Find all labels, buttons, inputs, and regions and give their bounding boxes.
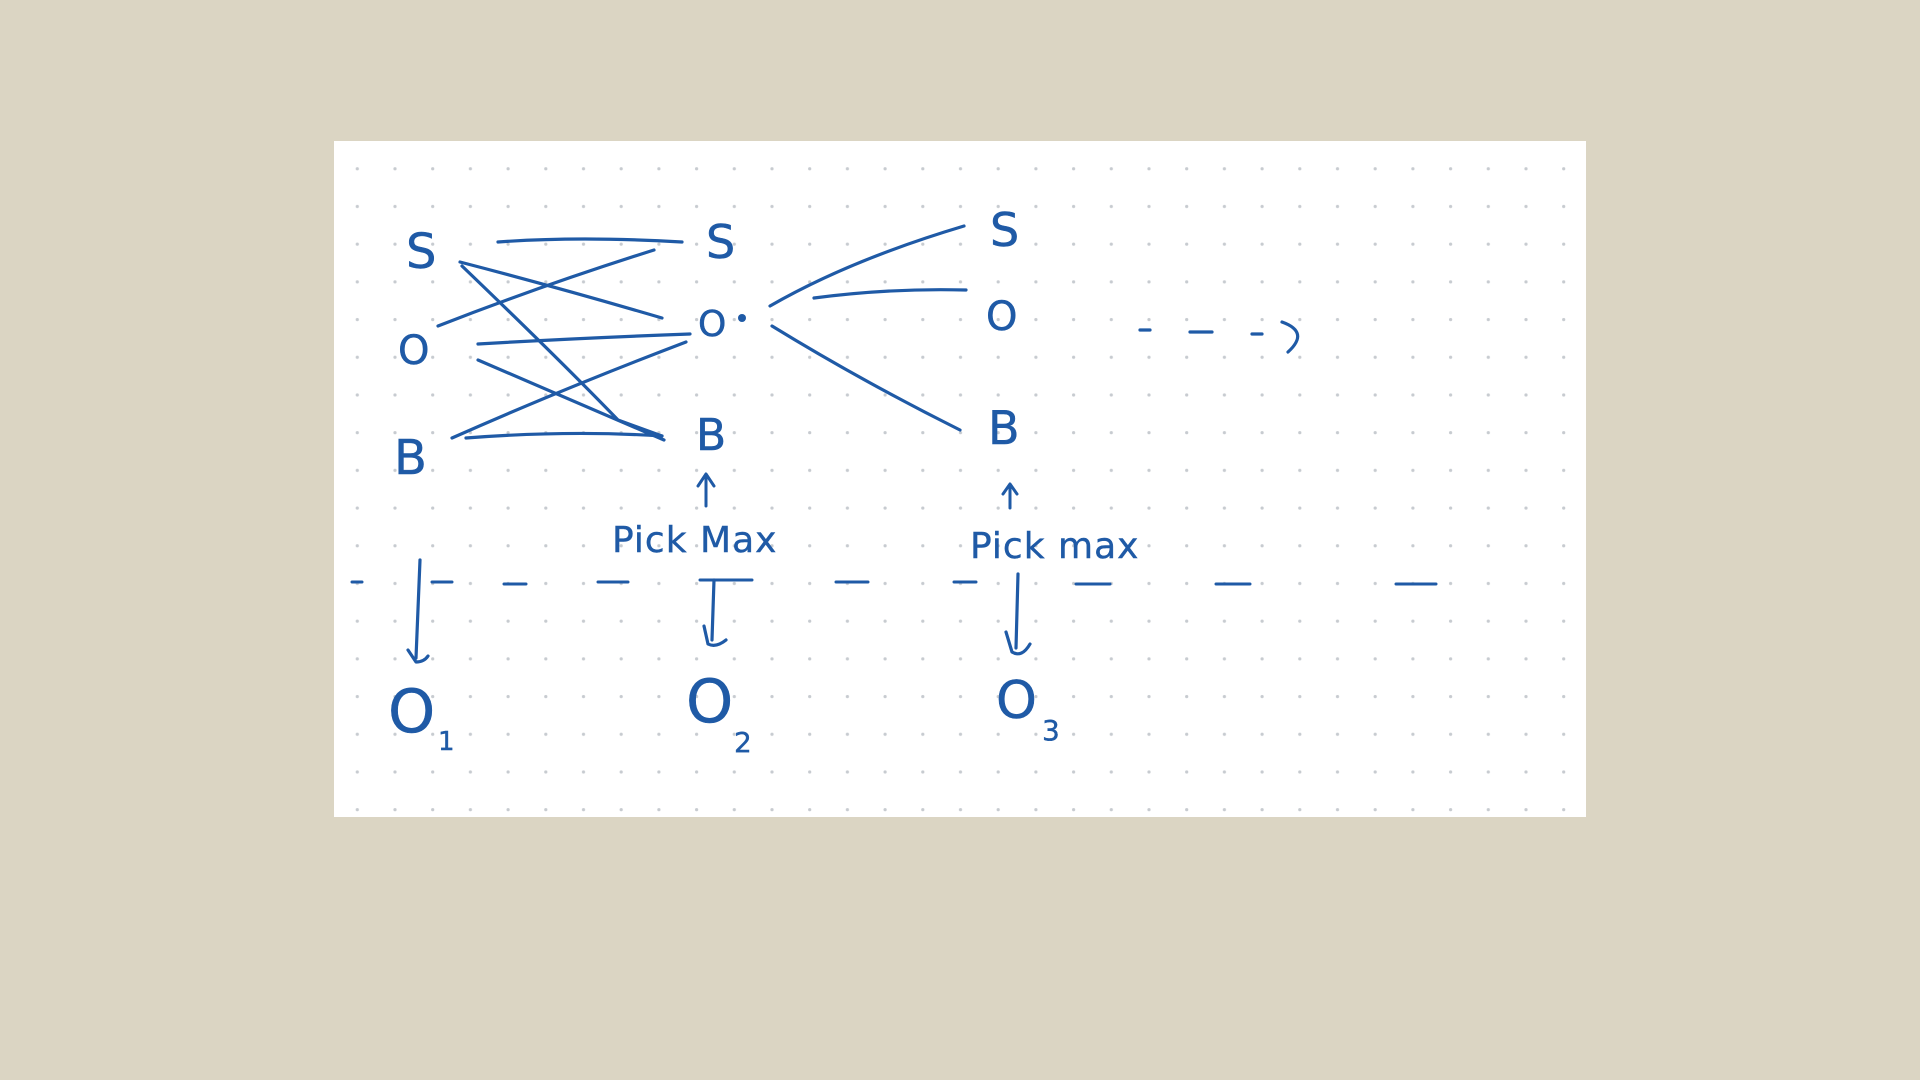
up-arrow-2 bbox=[1001, 482, 1019, 510]
dot-grid bbox=[334, 141, 1586, 817]
observation-o3-subscript: 3 bbox=[1042, 714, 1060, 747]
dashed-separator bbox=[350, 578, 1438, 586]
observation-o1-subscript: 1 bbox=[438, 727, 455, 757]
down-arrow-1 bbox=[406, 558, 430, 664]
emission-arrows bbox=[406, 558, 1032, 664]
transition-edges-2-3 bbox=[768, 224, 968, 432]
pick-max-label-1: Pick Max bbox=[612, 520, 777, 561]
edge-o-s bbox=[436, 248, 656, 328]
state-col3-o: O bbox=[986, 294, 1017, 340]
state-col2-s: S bbox=[706, 215, 735, 269]
selected-dot bbox=[738, 314, 746, 322]
state-col1-o: O bbox=[398, 328, 429, 374]
pick-max-arrows bbox=[696, 472, 1019, 510]
observation-o2: O bbox=[686, 667, 733, 737]
edge-o-to-b bbox=[770, 324, 962, 432]
observation-o1: O bbox=[388, 677, 435, 747]
state-col1-s: S bbox=[406, 224, 436, 280]
state-col3-b: B bbox=[988, 401, 1020, 455]
transition-edges-1-2 bbox=[436, 237, 692, 442]
edge-o-o bbox=[476, 332, 692, 346]
edge-s-o bbox=[458, 260, 664, 320]
pick-max-label-2: Pick max bbox=[970, 526, 1139, 567]
continuation-arrow bbox=[1138, 320, 1300, 354]
up-arrow-1 bbox=[696, 472, 716, 508]
down-arrow-2 bbox=[702, 578, 728, 647]
edge-s-s bbox=[496, 237, 684, 244]
edge-b-o bbox=[450, 340, 688, 440]
observation-o2-subscript: 2 bbox=[734, 726, 752, 759]
edge-o-to-s bbox=[768, 224, 966, 308]
state-col2-o: O bbox=[698, 304, 726, 345]
edge-o-b bbox=[476, 358, 666, 442]
down-arrow-3 bbox=[1004, 572, 1032, 656]
observation-o3: O bbox=[996, 671, 1037, 731]
edge-o-to-o bbox=[812, 288, 968, 300]
edge-s-b bbox=[460, 264, 664, 438]
state-col2-b: B bbox=[696, 410, 726, 461]
state-col3-s: S bbox=[990, 203, 1019, 257]
state-col1-b: B bbox=[394, 430, 427, 486]
edge-b-b bbox=[464, 431, 664, 440]
